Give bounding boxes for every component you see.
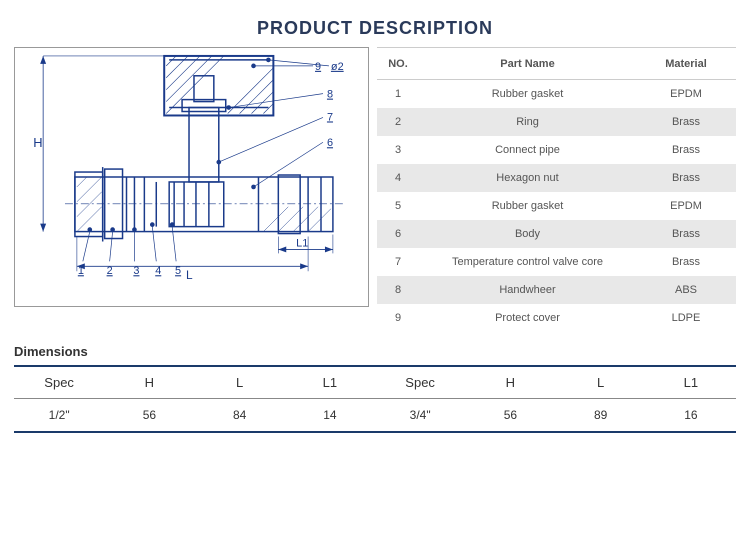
dimensions-title: Dimensions [14,344,736,359]
parts-cell-no: 5 [377,200,419,212]
parts-row: 5Rubber gasketEPDM [377,192,736,220]
col-header-no: NO. [377,58,419,70]
col-header-part: Part Name [419,55,636,73]
engineering-diagram: H [14,47,369,307]
parts-table: NO. Part Name Material 1Rubber gasketEPD… [377,47,736,332]
parts-cell-material: ABS [636,284,736,296]
callout-9: 9 [315,61,321,73]
parts-cell-no: 4 [377,172,419,184]
parts-cell-no: 3 [377,144,419,156]
dim-data-cell: 56 [104,408,194,422]
dim-header-cell: L [195,375,285,390]
parts-cell-material: LDPE [636,312,736,324]
callout-dia: ø2 [331,61,344,73]
parts-cell-no: 1 [377,88,419,100]
dim-header-cell: L [556,375,646,390]
parts-cell-material: Brass [636,228,736,240]
dimensions-section: Dimensions SpecHLL1SpecHLL1 1/2"5684143/… [0,332,750,433]
parts-cell-no: 8 [377,284,419,296]
dim-header-cell: Spec [375,375,465,390]
parts-cell-material: EPDM [636,200,736,212]
parts-cell-material: Brass [636,172,736,184]
dim-data-cell: 56 [465,408,555,422]
parts-cell-part: Connect pipe [419,141,636,159]
col-header-material: Material [636,58,736,70]
parts-cell-part: Handwheer [419,281,636,299]
callout-1: 1 [78,265,84,277]
parts-row: 3Connect pipeBrass [377,136,736,164]
callout-5: 5 [175,265,181,277]
parts-cell-no: 7 [377,256,419,268]
callout-8: 8 [327,89,333,101]
parts-row: 8HandwheerABS [377,276,736,304]
callout-7: 7 [327,111,333,123]
parts-row: 1Rubber gasketEPDM [377,80,736,108]
parts-row: 7Temperature control valve coreBrass [377,248,736,276]
parts-cell-part: Body [419,225,636,243]
callout-2: 2 [107,265,113,277]
parts-cell-material: EPDM [636,88,736,100]
parts-cell-no: 6 [377,228,419,240]
parts-cell-part: Protect cover [419,309,636,327]
dimensions-table: SpecHLL1SpecHLL1 1/2"5684143/4"568916 [14,365,736,433]
parts-cell-part: Ring [419,113,636,131]
dim-header-cell: L1 [646,375,736,390]
dim-header-cell: H [104,375,194,390]
top-section: H [0,47,750,332]
dim-data-cell: 89 [556,408,646,422]
parts-cell-part: Rubber gasket [419,85,636,103]
dim-header-cell: L1 [285,375,375,390]
parts-cell-material: Brass [636,116,736,128]
dim-data-cell: 1/2" [14,408,104,422]
parts-cell-part: Hexagon nut [419,169,636,187]
parts-table-header: NO. Part Name Material [377,48,736,80]
parts-cell-no: 9 [377,312,419,324]
dim-label-h: H [33,135,42,150]
parts-cell-material: Brass [636,256,736,268]
dim-header-cell: H [465,375,555,390]
dim-label-l1: L1 [296,237,308,249]
parts-cell-material: Brass [636,144,736,156]
parts-row: 4Hexagon nutBrass [377,164,736,192]
callout-6: 6 [327,137,333,149]
page-title: PRODUCT DESCRIPTION [0,0,750,47]
parts-cell-no: 2 [377,116,419,128]
callout-3: 3 [133,265,139,277]
parts-cell-part: Rubber gasket [419,197,636,215]
parts-cell-part: Temperature control valve core [419,253,636,271]
parts-row: 6BodyBrass [377,220,736,248]
dim-data-cell: 16 [646,408,736,422]
dim-data-cell: 3/4" [375,408,465,422]
dim-header-cell: Spec [14,375,104,390]
callout-4: 4 [155,265,161,277]
parts-row: 9Protect coverLDPE [377,304,736,332]
dim-data-cell: 14 [285,408,375,422]
dim-label-l: L [186,268,193,282]
dim-data-cell: 84 [195,408,285,422]
parts-row: 2RingBrass [377,108,736,136]
